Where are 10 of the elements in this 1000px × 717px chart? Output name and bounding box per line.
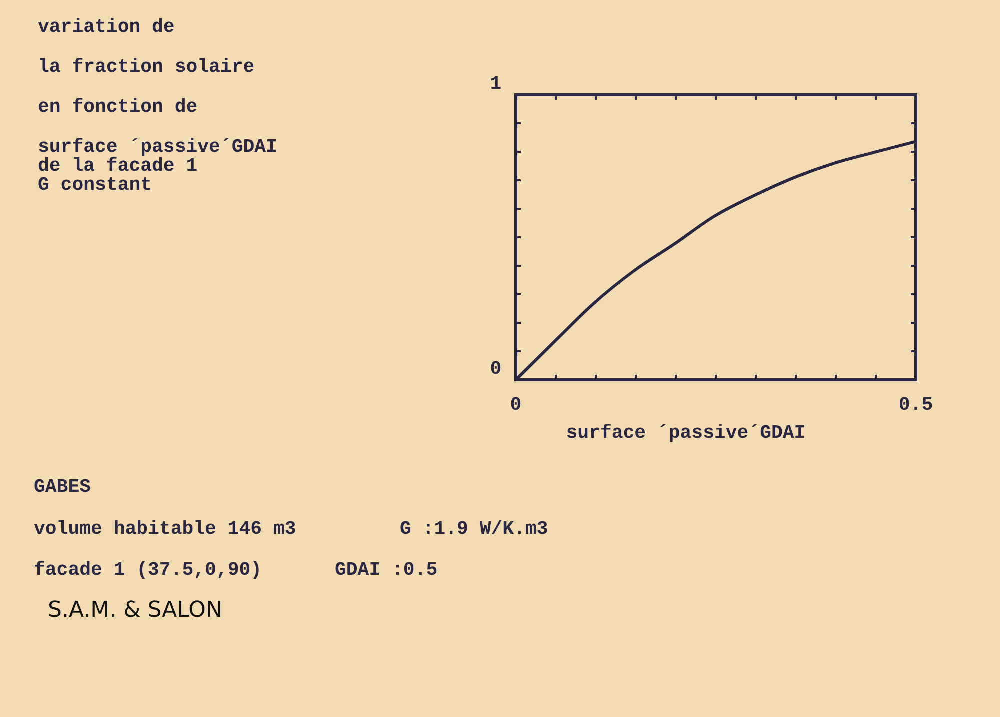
text: S.A.M. & SALON [48, 598, 222, 623]
x-tick-label: 0.5 [898, 394, 934, 416]
x-axis-title: surface ´passive´GDAI [566, 422, 806, 444]
text: facade 1 (37.5,0,90) [34, 559, 262, 581]
text: GDAI :0.5 [335, 559, 438, 581]
text: G :1.9 W/K.m3 [400, 518, 548, 540]
text: GABES [34, 476, 92, 498]
text: volume habitable 146 m3 [34, 518, 296, 540]
y-tick-label: 1 [490, 73, 502, 95]
text: surface ´passive´GDAI de la facade 1 G constant [38, 136, 278, 196]
